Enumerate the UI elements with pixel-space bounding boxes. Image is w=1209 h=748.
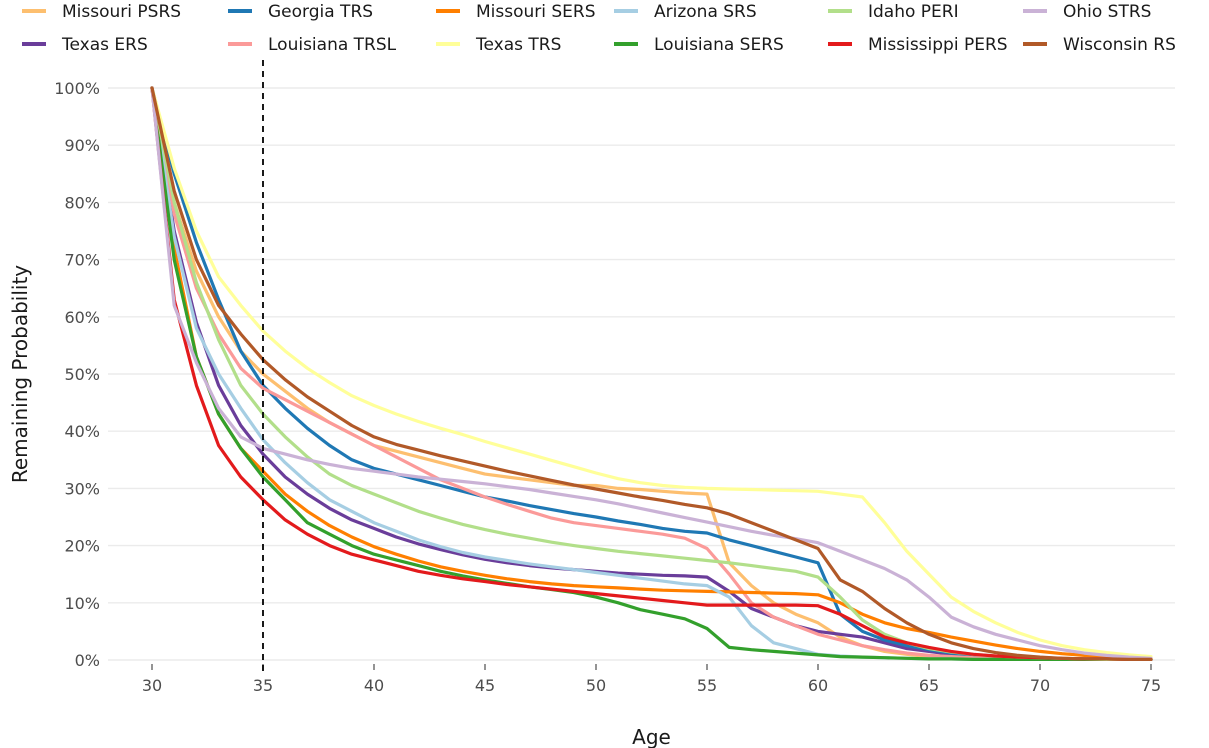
series-line-wisconsin-rs bbox=[150, 86, 1153, 662]
x-axis-ticks: 30 35 40 45 50 55 60 65 70 75 bbox=[142, 664, 1161, 695]
legend-label: Louisiana TRSL bbox=[268, 35, 397, 55]
y-tick-label: 40% bbox=[64, 422, 100, 441]
y-axis-title: Remaining Probability bbox=[8, 265, 32, 483]
series-line-texas-trs bbox=[150, 86, 1153, 659]
y-tick-label: 20% bbox=[64, 537, 100, 556]
y-tick-label: 90% bbox=[64, 136, 100, 155]
x-tick-label: 45 bbox=[475, 676, 495, 695]
y-tick-label: 100% bbox=[54, 79, 100, 98]
y-tick-label: 30% bbox=[64, 479, 100, 498]
x-tick-label: 60 bbox=[808, 676, 828, 695]
y-tick-label: 50% bbox=[64, 365, 100, 384]
legend-label: Texas TRS bbox=[475, 35, 561, 55]
legend-item: Wisconsin RS bbox=[1023, 35, 1176, 55]
legend-label: Missouri PSRS bbox=[62, 2, 181, 22]
x-tick-label: 35 bbox=[253, 676, 273, 695]
legend-label: Idaho PERI bbox=[868, 2, 959, 22]
legend-label: Texas ERS bbox=[61, 35, 148, 55]
legend-item: Arizona SRS bbox=[614, 2, 757, 22]
y-tick-label: 80% bbox=[64, 193, 100, 212]
x-axis-title: Age bbox=[632, 725, 671, 748]
legend-item: Georgia TRS bbox=[228, 2, 373, 22]
x-tick-label: 50 bbox=[586, 676, 606, 695]
x-tick-label: 65 bbox=[919, 676, 939, 695]
y-axis-ticks: 0% 10% 20% 30% 40% 50% 60% 70% 80% 90% 100% bbox=[54, 79, 100, 670]
legend: Missouri PSRS Texas ERS Georgia TRS Louisia… bbox=[22, 2, 1176, 55]
legend-item: Texas ERS bbox=[22, 35, 148, 55]
legend-item: Ohio STRS bbox=[1023, 2, 1151, 22]
series-line-missouri-sers bbox=[150, 86, 1153, 661]
legend-label: Arizona SRS bbox=[654, 2, 757, 22]
legend-item: Missouri PSRS bbox=[22, 2, 181, 22]
legend-item: Texas TRS bbox=[436, 35, 561, 55]
legend-label: Louisiana SERS bbox=[654, 35, 784, 55]
x-tick-label: 55 bbox=[697, 676, 717, 695]
legend-label: Wisconsin RS bbox=[1063, 35, 1176, 55]
series-line-mississippi-pers bbox=[150, 86, 1153, 662]
x-tick-label: 75 bbox=[1141, 676, 1161, 695]
x-tick-label: 70 bbox=[1030, 676, 1050, 695]
y-tick-label: 10% bbox=[64, 594, 100, 613]
x-tick-label: 40 bbox=[364, 676, 384, 695]
series-lines bbox=[150, 86, 1153, 662]
legend-label: Missouri SERS bbox=[476, 2, 596, 22]
legend-item: Louisiana SERS bbox=[614, 35, 784, 55]
series-line-louisiana-sers bbox=[150, 86, 1153, 662]
legend-label: Georgia TRS bbox=[268, 2, 373, 22]
legend-item: Louisiana TRSL bbox=[228, 35, 397, 55]
x-tick-label: 30 bbox=[142, 676, 162, 695]
legend-item: Missouri SERS bbox=[436, 2, 596, 22]
y-tick-label: 60% bbox=[64, 308, 100, 327]
y-tick-label: 0% bbox=[75, 651, 100, 670]
legend-item: Idaho PERI bbox=[828, 2, 959, 22]
legend-label: Ohio STRS bbox=[1063, 2, 1151, 22]
y-tick-label: 70% bbox=[64, 251, 100, 270]
series-line-ohio-strs bbox=[150, 86, 1153, 660]
legend-item: Mississippi PERS bbox=[828, 35, 1008, 55]
legend-label: Mississippi PERS bbox=[868, 35, 1008, 55]
